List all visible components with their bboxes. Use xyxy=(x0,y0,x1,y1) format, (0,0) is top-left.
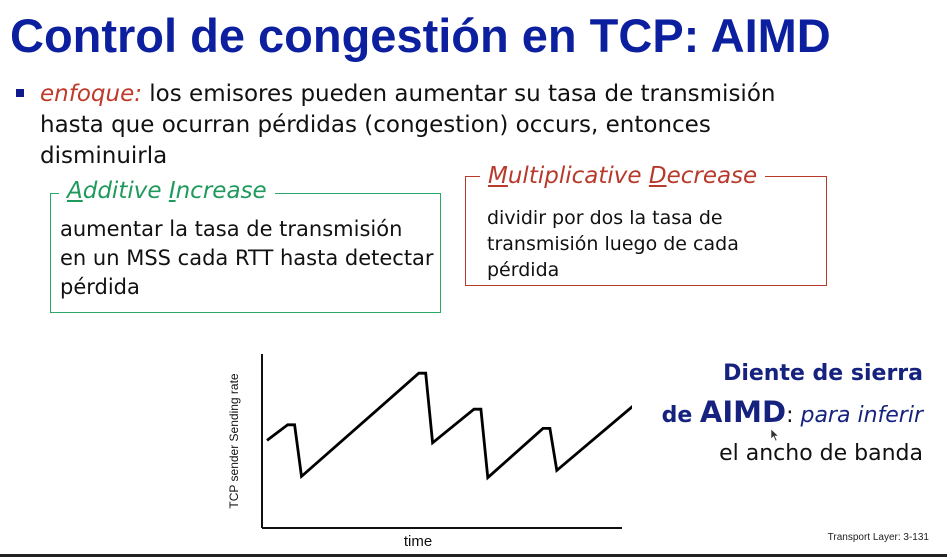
approach-bullet: enfoque: los emisores pueden aumentar su… xyxy=(40,79,840,172)
sending-rate-line xyxy=(266,371,632,481)
mouse-cursor-icon xyxy=(771,429,779,441)
multiplicative-decrease-body: dividir por dos la tasa de transmisión l… xyxy=(487,207,739,281)
additive-increase-box: Additive Increase aumentar la tasa de tr… xyxy=(50,176,441,313)
slide-footer: Transport Layer: 3-131 xyxy=(827,532,929,543)
caption-line-2: de AIMD: para inferir xyxy=(661,395,923,429)
additive-increase-title: Additive Increase xyxy=(59,176,275,206)
multiplicative-decrease-box: Multiplicative Decrease dividir por dos … xyxy=(465,161,827,286)
approach-text: los emisores pueden aumentar su tasa de … xyxy=(40,81,776,169)
additive-increase-body: aumentar la tasa de transmisión en un MS… xyxy=(60,217,434,299)
aimd-sawtooth-chart: TCP sender Sending rate time xyxy=(227,354,632,550)
y-axis-label: TCP sender Sending rate xyxy=(227,373,241,509)
caption-line-3: el ancho de banda xyxy=(719,441,923,466)
bullet-square-icon xyxy=(16,89,24,97)
approach-lead: enfoque: xyxy=(40,81,142,107)
x-axis-label: time xyxy=(404,533,432,550)
aimd-caption: Diente de sierra de AIMD: para inferir e… xyxy=(662,355,923,473)
bottom-divider xyxy=(0,554,947,557)
multiplicative-decrease-title: Multiplicative Decrease xyxy=(480,161,766,191)
slide-title: Control de congestión en TCP: AIMD xyxy=(10,9,831,62)
caption-line-1: Diente de sierra xyxy=(723,361,923,386)
